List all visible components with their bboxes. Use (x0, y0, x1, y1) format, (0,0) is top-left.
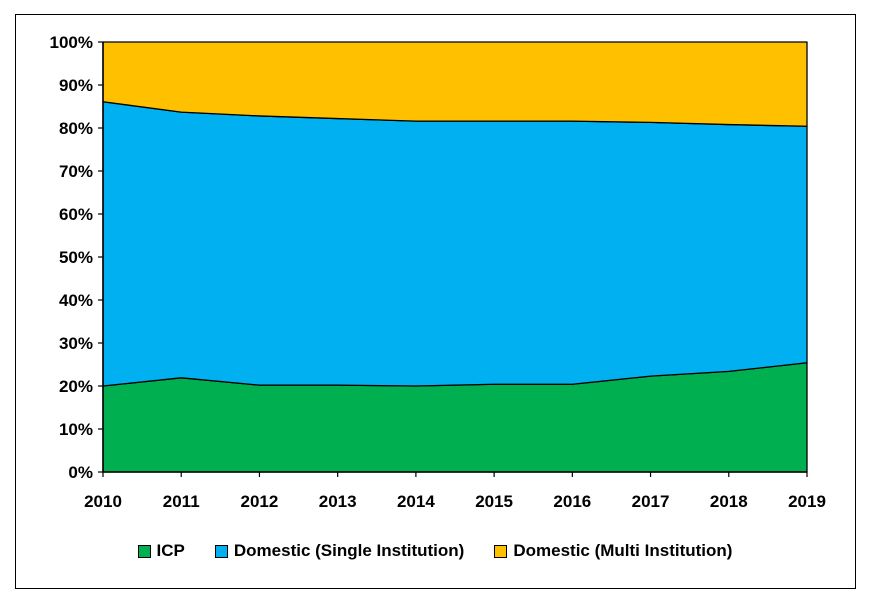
y-tick-label: 100% (50, 33, 93, 52)
y-tick-label: 10% (59, 420, 93, 439)
x-tick-label: 2013 (319, 492, 357, 511)
y-tick-label: 20% (59, 377, 93, 396)
area-domestic-single-institution (102, 101, 808, 387)
y-tick-label: 40% (59, 291, 93, 310)
legend-label: Domestic (Multi Institution) (513, 541, 733, 560)
legend-label: Domestic (Single Institution) (233, 541, 465, 560)
x-tick-label: 2019 (788, 492, 826, 511)
x-tick-label: 2015 (475, 492, 513, 511)
legend-label: ICP (156, 541, 185, 560)
x-tick-label: 2018 (710, 492, 748, 511)
x-tick-label: 2017 (632, 492, 670, 511)
legend: ICP Domestic (Single Institution) Domestic… (0, 537, 870, 565)
y-tick-label: 50% (59, 248, 93, 267)
y-tick-label: 60% (59, 205, 93, 224)
legend-item-domestic-single-institution: Domestic (Single Institution) (214, 541, 465, 561)
x-tick-label: 2012 (241, 492, 279, 511)
area-domestic-multi-institution (102, 41, 808, 127)
y-tick-label: 90% (59, 76, 93, 95)
x-tick-label: 2016 (553, 492, 591, 511)
legend-swatch (137, 544, 151, 558)
legend-item-domestic-multi-institution: Domestic (Multi Institution) (494, 541, 732, 561)
x-tick-label: 2010 (84, 492, 122, 511)
x-tick-label: 2011 (163, 492, 200, 511)
y-tick-label: 80% (59, 119, 93, 138)
legend-swatch (214, 544, 228, 558)
legend-swatch (494, 544, 508, 558)
y-tick-label: 0% (68, 463, 93, 482)
y-tick-label: 30% (59, 334, 93, 353)
x-tick-label: 2014 (397, 492, 435, 511)
legend-item-icp: ICP (137, 541, 185, 561)
y-tick-label: 70% (59, 162, 93, 181)
